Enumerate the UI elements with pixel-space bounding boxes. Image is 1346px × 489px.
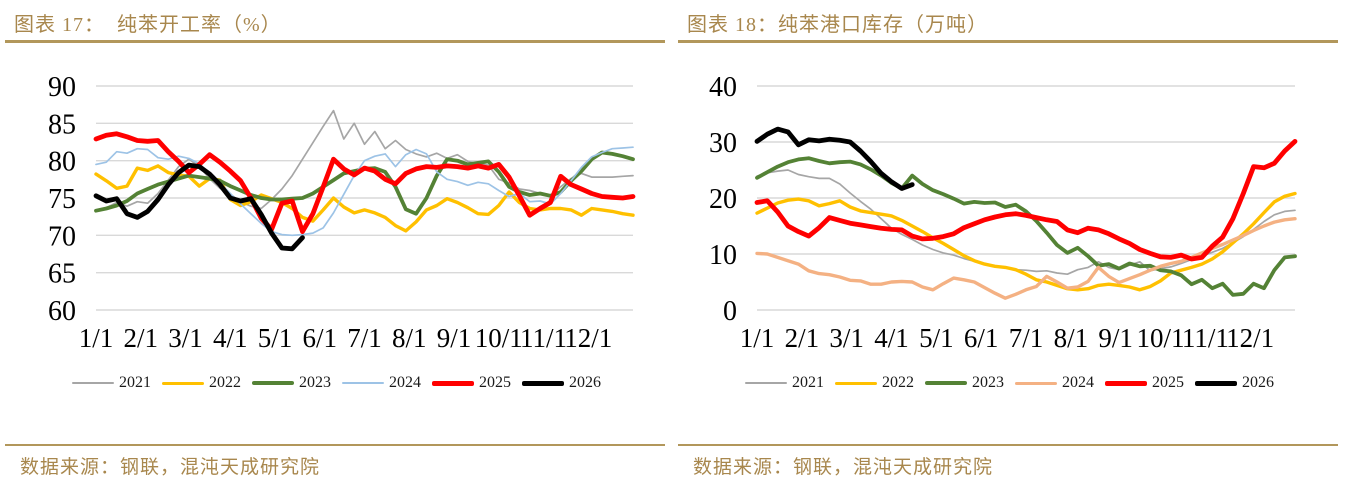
chart-18-footer-rule bbox=[678, 444, 1338, 446]
legend-swatch-2025 bbox=[1105, 380, 1147, 386]
legend-label-2021: 2021 bbox=[792, 374, 824, 391]
chart-18-source: 数据来源：钢联，混沌天成研究院 bbox=[693, 457, 994, 478]
legend-label-2023: 2023 bbox=[299, 374, 331, 391]
legend-label-2023: 2023 bbox=[972, 374, 1004, 391]
legend-swatch-2022 bbox=[835, 381, 877, 385]
y-tick-label: 80 bbox=[48, 147, 76, 178]
x-tick-label: 10/1 bbox=[475, 323, 523, 353]
legend-item-2024: 2024 bbox=[1015, 374, 1094, 392]
x-tick-label: 8/1 bbox=[1054, 323, 1089, 353]
x-tick-label: 10/1 bbox=[1136, 323, 1184, 353]
x-tick-label: 11/1 bbox=[520, 323, 567, 353]
legend-label-2026: 2026 bbox=[1242, 374, 1274, 391]
y-tick-label: 10 bbox=[709, 240, 737, 271]
legend-swatch-2024 bbox=[1015, 381, 1057, 385]
x-tick-label: 1/1 bbox=[79, 323, 114, 353]
x-tick-label: 2/1 bbox=[785, 323, 820, 353]
series-line-2025 bbox=[93, 131, 636, 235]
y-tick-label: 90 bbox=[48, 72, 76, 103]
chart-18-legend: 2021 2022 2023 2024 2025 2026 bbox=[673, 374, 1346, 392]
x-tick-label: 3/1 bbox=[829, 323, 864, 353]
legend-swatch-2026 bbox=[1195, 380, 1237, 386]
legend-swatch-2023 bbox=[925, 381, 967, 385]
legend-item-2023: 2023 bbox=[925, 374, 1004, 392]
y-tick-label: 75 bbox=[48, 184, 76, 215]
x-tick-label: 9/1 bbox=[1098, 323, 1133, 353]
legend-swatch-2025 bbox=[432, 380, 474, 386]
series-line-2025 bbox=[754, 139, 1298, 262]
chart-17-title: 图表 17： 纯苯开工率（%） bbox=[14, 14, 282, 36]
x-tick-label: 12/1 bbox=[1226, 323, 1274, 353]
x-tick-label: 6/1 bbox=[964, 323, 999, 353]
x-tick-label: 1/1 bbox=[740, 323, 775, 353]
legend-swatch-2023 bbox=[252, 381, 294, 385]
y-tick-label: 0 bbox=[723, 296, 737, 327]
chart-17-footer-rule bbox=[5, 444, 665, 446]
legend-label-2021: 2021 bbox=[119, 374, 151, 391]
x-tick-label: 12/1 bbox=[564, 323, 612, 353]
chart-17-legend: 2021 2022 2023 2024 2025 2026 bbox=[0, 374, 673, 392]
legend-item-2026: 2026 bbox=[522, 374, 601, 392]
series-line-2023 bbox=[755, 156, 1297, 297]
legend-swatch-2022 bbox=[162, 381, 204, 385]
legend-item-2024: 2024 bbox=[342, 374, 421, 392]
legend-item-2021: 2021 bbox=[72, 374, 151, 392]
legend-swatch-2021 bbox=[72, 382, 114, 384]
x-tick-label: 2/1 bbox=[123, 323, 158, 353]
x-tick-label: 4/1 bbox=[213, 323, 248, 353]
y-tick-label: 70 bbox=[48, 221, 76, 252]
chart-17-panel: 图表 17： 纯苯开工率（%） 90 85 80 75 70 65 60 1/1 2/1 3/1 4… bbox=[0, 14, 673, 478]
legend-item-2021: 2021 bbox=[745, 374, 824, 392]
y-tick-label: 20 bbox=[709, 184, 737, 215]
legend-label-2024: 2024 bbox=[389, 374, 421, 391]
y-tick-label: 65 bbox=[48, 259, 76, 290]
legend-label-2026: 2026 bbox=[569, 374, 601, 391]
chart-18-panel: 图表 18：纯苯港口库存（万吨） 40 30 20 10 0 1/1 2/1 3/1 4/1 5/… bbox=[673, 0, 1346, 489]
x-tick-label: 9/1 bbox=[437, 323, 472, 353]
legend-item-2023: 2023 bbox=[252, 374, 331, 392]
x-tick-label: 5/1 bbox=[919, 323, 954, 353]
chart-18-title-rule bbox=[678, 40, 1338, 43]
legend-item-2025: 2025 bbox=[1105, 374, 1184, 392]
x-tick-label: 4/1 bbox=[874, 323, 909, 353]
series-line-2026 bbox=[754, 126, 915, 191]
chart-17-title-rule bbox=[5, 40, 665, 43]
chart-18-plot-area: 40 30 20 10 01/1 2/1 3/1 4/1 5/1 6/1 7/1 8/1 9/1 10/1… bbox=[709, 72, 1298, 353]
x-tick-label: 7/1 bbox=[1009, 323, 1044, 353]
y-tick-label: 85 bbox=[48, 109, 76, 140]
x-tick-label: 5/1 bbox=[258, 323, 293, 353]
legend-swatch-2026 bbox=[522, 380, 564, 386]
legend-label-2022: 2022 bbox=[882, 374, 914, 391]
x-tick-label: 8/1 bbox=[392, 323, 427, 353]
x-tick-label: 6/1 bbox=[302, 323, 337, 353]
x-tick-label: 7/1 bbox=[347, 323, 382, 353]
x-tick-label: 11/1 bbox=[1182, 323, 1229, 353]
legend-item-2022: 2022 bbox=[162, 374, 241, 392]
chart-18-title: 图表 18：纯苯港口库存（万吨） bbox=[687, 14, 988, 36]
y-tick-label: 40 bbox=[709, 72, 737, 103]
legend-label-2022: 2022 bbox=[209, 374, 241, 391]
legend-swatch-2021 bbox=[745, 382, 787, 384]
series-line-2026 bbox=[93, 162, 305, 252]
series-line-2024 bbox=[95, 146, 634, 237]
chart-17-source: 数据来源：钢联，混沌天成研究院 bbox=[20, 457, 321, 478]
series-line-2022 bbox=[755, 191, 1297, 292]
legend-item-2025: 2025 bbox=[432, 374, 511, 392]
legend-item-2022: 2022 bbox=[835, 374, 914, 392]
y-tick-label: 30 bbox=[709, 128, 737, 159]
legend-item-2026: 2026 bbox=[1195, 374, 1274, 392]
y-tick-label: 60 bbox=[48, 296, 76, 327]
x-tick-label: 3/1 bbox=[168, 323, 203, 353]
legend-swatch-2024 bbox=[342, 382, 384, 384]
legend-label-2025: 2025 bbox=[1152, 374, 1184, 391]
chart-17-plot-area: 90 85 80 75 70 65 601/1 2/1 3/1 4/1 5/1 6/1 7/1 8/1 9/… bbox=[48, 72, 636, 353]
legend-label-2024: 2024 bbox=[1062, 374, 1094, 391]
legend-label-2025: 2025 bbox=[479, 374, 511, 391]
